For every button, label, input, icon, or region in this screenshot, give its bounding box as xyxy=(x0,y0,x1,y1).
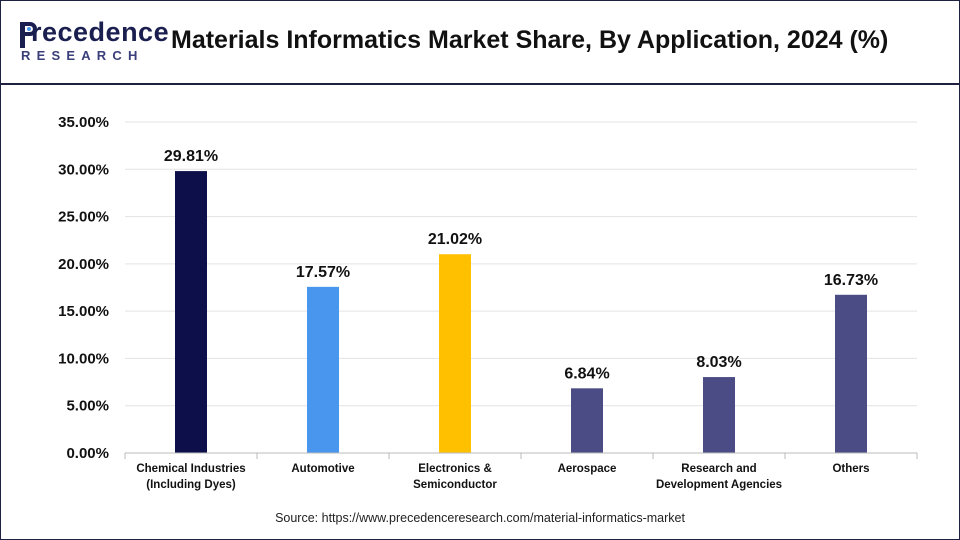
logo-wordmark: recedence xyxy=(31,17,170,47)
y-tick-label: 0.00% xyxy=(66,445,109,462)
header: recedence RESEARCH Materials Informatics… xyxy=(1,1,959,85)
x-tick-label: Chemical Industries xyxy=(136,463,245,475)
x-tick-label: Semiconductor xyxy=(413,479,497,491)
x-axis-labels: Chemical Industries (Including Dyes) Autom… xyxy=(136,463,869,491)
x-tick-label: (Including Dyes) xyxy=(146,479,236,491)
bar-chart: 0.00% 5.00% 10.00% 15.00% 20.00% 25.00% 30.00%… xyxy=(58,114,918,491)
y-tick-label: 25.00% xyxy=(58,209,109,226)
precedence-research-logo: recedence RESEARCH xyxy=(19,17,169,67)
value-label: 17.57% xyxy=(296,264,350,281)
gridlines xyxy=(125,121,917,407)
y-tick-label: 10.00% xyxy=(58,350,109,367)
value-labels: 29.81% 17.57% 21.02% 6.84% 8.03% 16.73% xyxy=(164,148,878,382)
x-axis-tick-marks xyxy=(124,453,918,459)
value-label: 16.73% xyxy=(824,272,878,289)
y-tick-label: 30.00% xyxy=(58,161,109,178)
x-tick-label: Others xyxy=(832,463,869,475)
y-tick-label: 5.00% xyxy=(66,398,109,415)
x-tick-label: Aerospace xyxy=(558,463,617,475)
bars xyxy=(175,171,867,453)
logo-subtitle: RESEARCH xyxy=(21,48,144,63)
bar xyxy=(175,171,207,453)
y-tick-label: 15.00% xyxy=(58,303,109,320)
x-tick-label: Electronics & xyxy=(418,463,492,475)
y-tick-label: 20.00% xyxy=(58,256,109,273)
y-axis-ticks: 0.00% 5.00% 10.00% 15.00% 20.00% 25.00% 30.00%… xyxy=(58,114,109,462)
x-tick-label: Development Agencies xyxy=(656,479,782,491)
bar xyxy=(835,294,867,453)
value-label: 21.02% xyxy=(428,231,482,248)
source-note: Source: https://www.precedenceresearch.c… xyxy=(275,511,685,525)
bar xyxy=(307,286,339,453)
bar xyxy=(571,388,603,453)
y-tick-label: 35.00% xyxy=(58,114,109,131)
chart-title: Materials Informatics Market Share, By A… xyxy=(171,26,889,54)
x-tick-label: Research and xyxy=(681,463,756,475)
x-tick-label: Automotive xyxy=(291,463,354,475)
value-label: 29.81% xyxy=(164,148,218,165)
logo-p-icon xyxy=(20,22,37,48)
bar xyxy=(439,254,471,453)
bar xyxy=(703,377,735,453)
value-label: 8.03% xyxy=(696,354,741,371)
value-label: 6.84% xyxy=(564,365,609,382)
